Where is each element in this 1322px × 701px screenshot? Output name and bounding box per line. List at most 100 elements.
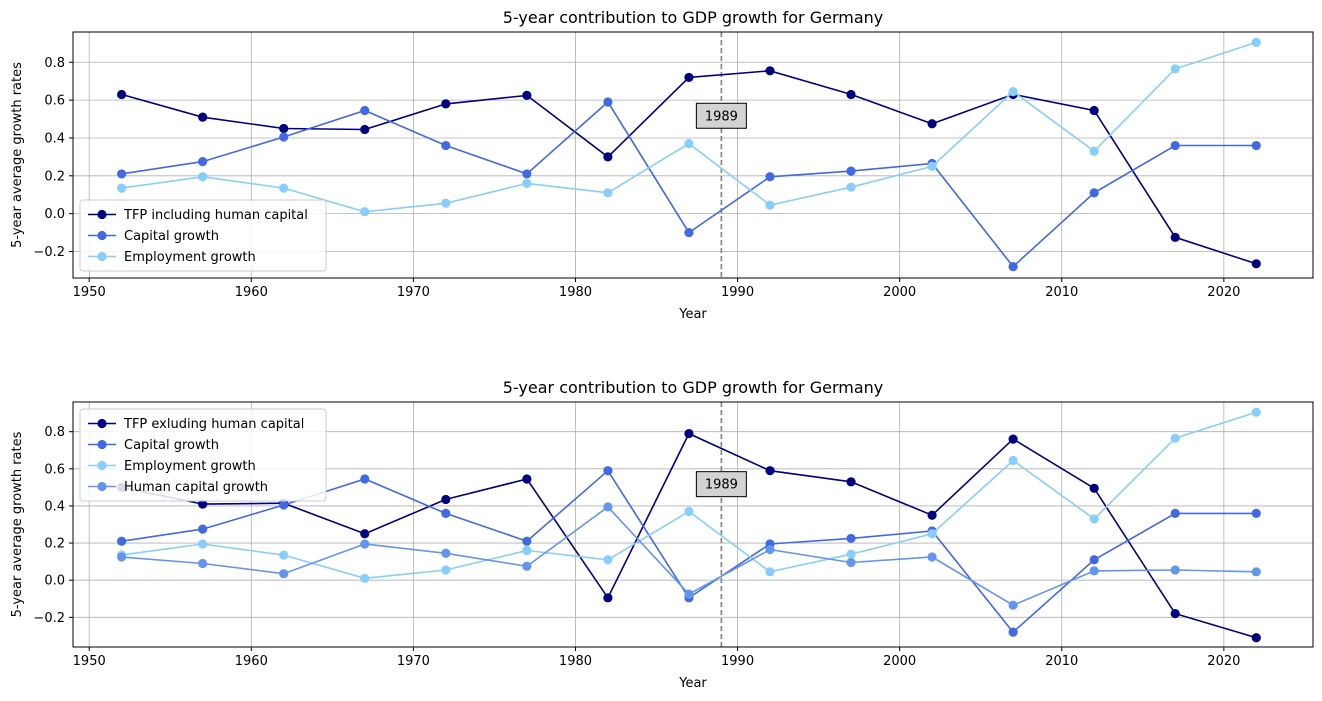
legend-marker-2	[97, 460, 107, 471]
annotation-label: 1989	[705, 109, 738, 124]
series-2-point-0	[117, 183, 127, 193]
legend-label-2: Employment growth	[124, 250, 256, 265]
series-1-point-5	[522, 169, 532, 179]
series-3-point-0	[117, 552, 127, 562]
series-3-point-13	[1170, 565, 1180, 575]
x-tick-label-1: 1960	[235, 285, 268, 300]
series-1-point-0	[117, 536, 127, 546]
series-3-point-14	[1251, 567, 1261, 577]
x-tick-label-6: 2010	[1045, 285, 1078, 300]
series-2-point-1	[198, 172, 208, 182]
series-3-point-11	[1008, 600, 1018, 610]
series-0-point-13	[1170, 232, 1180, 242]
legend-marker-2	[97, 251, 107, 262]
series-0-point-7	[684, 72, 694, 83]
series-3-point-7	[684, 589, 694, 599]
series-1-point-11	[1008, 627, 1018, 637]
x-tick-label-3: 1980	[559, 654, 592, 669]
series-2-point-13	[1170, 433, 1180, 443]
y-tick-label-5: 0.8	[44, 56, 65, 71]
x-tick-label-6: 2010	[1045, 654, 1078, 669]
series-3-point-9	[846, 557, 856, 568]
series-2-point-14	[1251, 37, 1261, 48]
y-tick-label-0: −0.2	[33, 245, 65, 260]
legend-label-2: Employment growth	[124, 459, 256, 474]
axes-frame	[72, 31, 1314, 279]
series-0-point-8	[765, 466, 775, 476]
series-0-point-13	[1170, 608, 1180, 619]
series-1-point-12	[1089, 555, 1099, 565]
legend-label-0: TFP exluding human capital	[123, 417, 304, 432]
series-1-point-2	[279, 132, 289, 142]
series-1-point-14	[1251, 140, 1261, 151]
series-2-point-10	[927, 529, 937, 539]
y-tick-label-1: 0.0	[44, 207, 65, 222]
series-1-point-12	[1089, 188, 1099, 198]
series-0-point-14	[1251, 259, 1261, 269]
series-2-point-12	[1089, 146, 1099, 156]
annotation-box	[695, 471, 747, 498]
series-0-point-12	[1089, 105, 1099, 116]
series-2-point-6	[603, 188, 613, 198]
series-1-point-3	[360, 105, 370, 116]
series-0-point-4	[441, 494, 451, 505]
series-2-point-2	[279, 550, 289, 560]
legend-label-1: Capital growth	[124, 229, 219, 244]
series-2-point-8	[765, 567, 775, 577]
series-2-point-6	[603, 555, 613, 565]
annotation-box	[695, 102, 747, 129]
series-1-point-5	[522, 536, 532, 546]
series-1-point-1	[198, 524, 208, 534]
series-2-point-11	[1008, 455, 1018, 466]
series-0-point-5	[522, 90, 532, 100]
legend: TFP including human capital Capital growt…	[79, 199, 327, 272]
legend-label-1: Capital growth	[124, 438, 219, 453]
series-0-point-1	[198, 112, 208, 122]
series-2-point-4	[441, 565, 451, 575]
series-2-point-13	[1170, 64, 1180, 74]
series-2-point-2	[279, 183, 289, 193]
series-2-point-7	[684, 506, 694, 517]
series-1-point-8	[765, 172, 775, 182]
series-2-point-9	[846, 549, 856, 559]
series-2-point-3	[360, 207, 370, 217]
x-tick-label-2: 1970	[397, 285, 430, 300]
x-tick-label-5: 2000	[883, 654, 916, 669]
y-tick-label-5: 0.8	[44, 425, 65, 440]
y-tick-label-4: 0.6	[44, 94, 65, 109]
y-tick-label-0: −0.2	[33, 611, 65, 626]
y-tick-label-1: 0.0	[44, 574, 65, 589]
series-3-point-2	[279, 569, 289, 579]
series-1-point-13	[1170, 140, 1180, 151]
legend-marker-1	[97, 439, 107, 450]
x-tick-label-4: 1990	[721, 654, 754, 669]
series-2-point-8	[765, 200, 775, 210]
series-2-point-10	[927, 161, 937, 171]
series-3-point-5	[522, 561, 532, 571]
series-2-point-9	[846, 182, 856, 192]
series-0-point-0	[117, 89, 127, 100]
series-0-point-9	[846, 477, 856, 487]
x-tick-label-4: 1990	[721, 285, 754, 300]
series-1-point-3	[360, 474, 370, 484]
series-0-point-10	[927, 510, 937, 520]
x-tick-label-3: 1980	[559, 285, 592, 300]
legend: TFP exluding human capital Capital growth…	[79, 408, 327, 502]
legend-marker-0	[97, 209, 107, 220]
series-0-point-5	[522, 474, 532, 484]
series-0-point-10	[927, 119, 937, 129]
y-tick-label-3: 0.4	[44, 499, 65, 514]
series-1-point-4	[441, 508, 451, 518]
x-axis-label: Year	[678, 676, 707, 691]
series-1-point-7	[684, 227, 694, 238]
legend-box	[79, 199, 327, 272]
series-2-point-5	[522, 545, 532, 556]
series-2-point-3	[360, 573, 370, 583]
axes-frame	[72, 401, 1314, 648]
series-1-point-2	[279, 500, 289, 510]
series-0-point-6	[603, 152, 613, 162]
series-0-point-7	[684, 428, 694, 439]
series-1-point-4	[441, 140, 451, 151]
series-3-point-12	[1089, 566, 1099, 576]
